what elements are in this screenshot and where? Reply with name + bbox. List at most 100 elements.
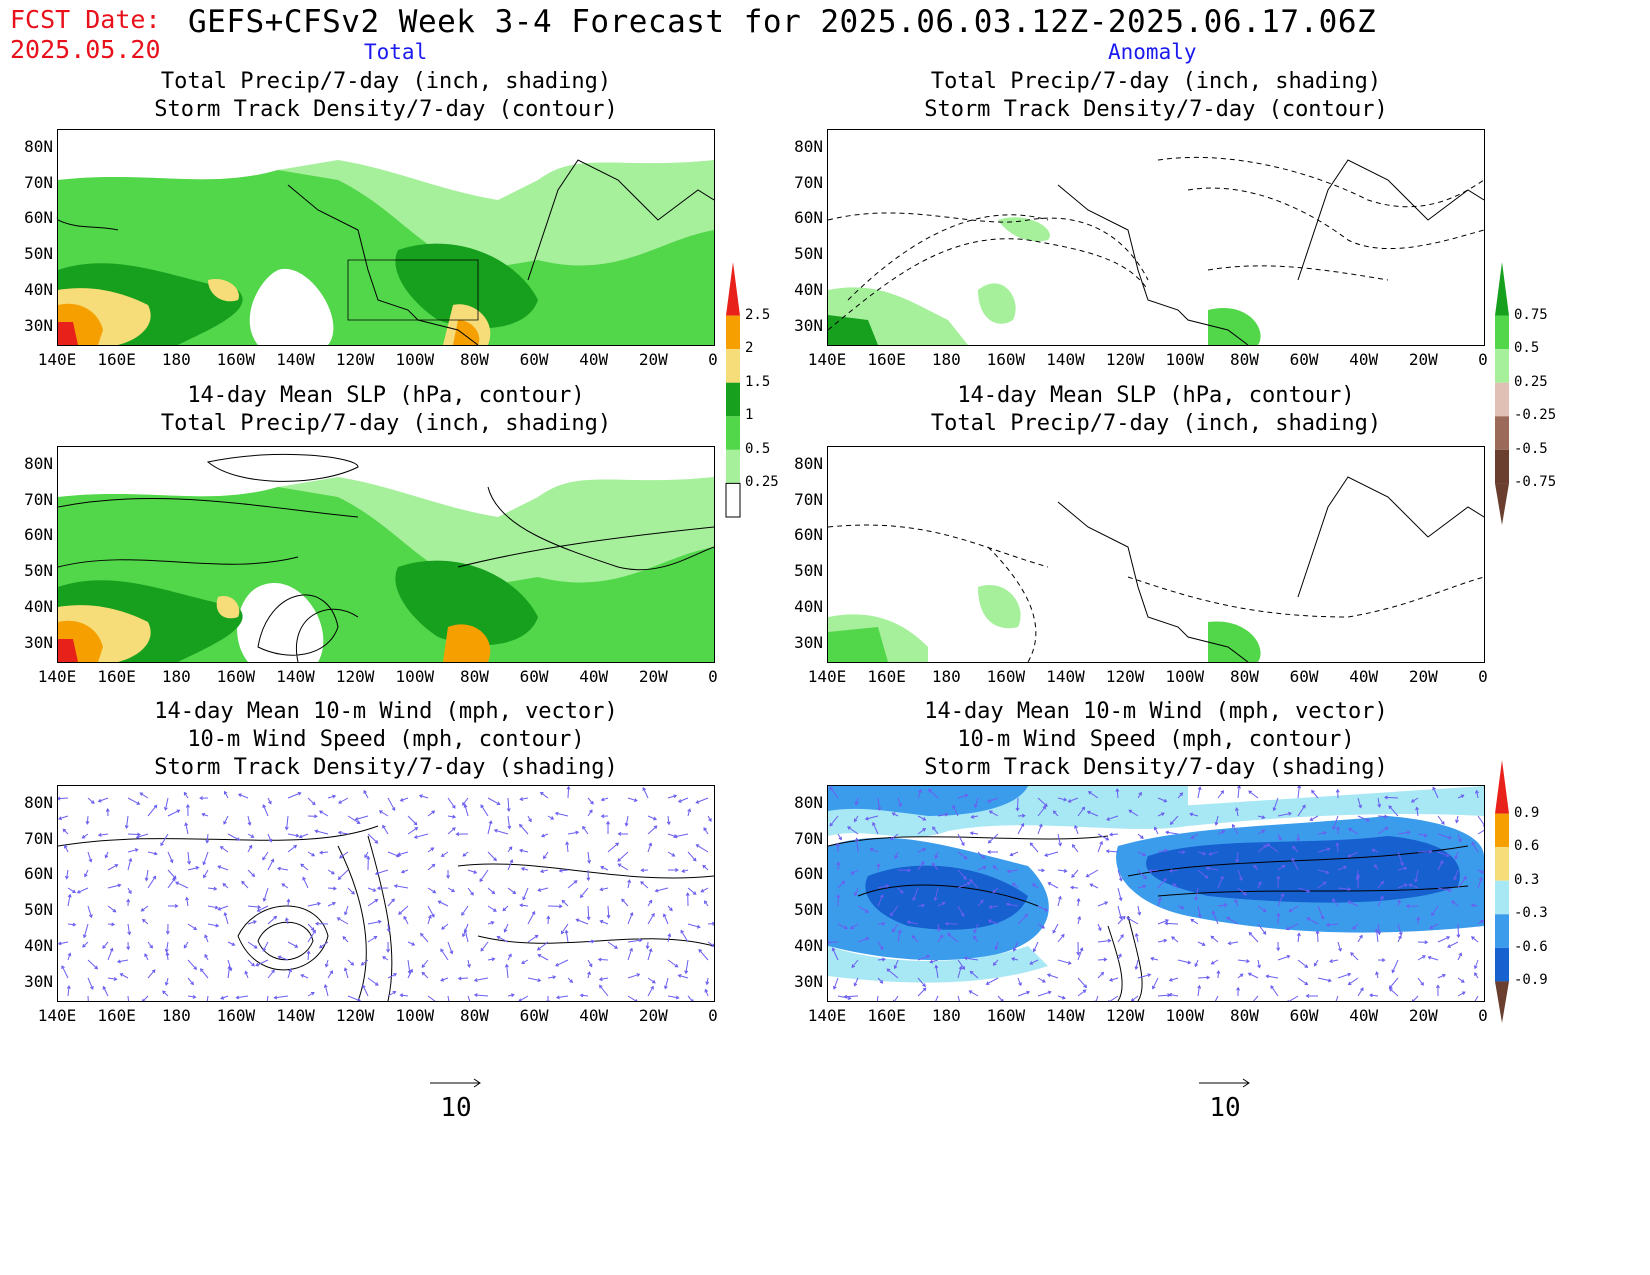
wind-vector xyxy=(480,804,489,817)
wind-vector xyxy=(1237,869,1243,881)
wind-vector xyxy=(102,941,109,949)
lon-tick-label: 120W xyxy=(1105,350,1145,369)
wind-vector xyxy=(537,954,549,961)
wind-vector xyxy=(84,869,89,878)
lon-tick-label: 80W xyxy=(460,1006,489,1025)
wind-vector xyxy=(684,959,689,975)
wind-vector xyxy=(934,851,939,859)
wind-vector xyxy=(1044,851,1059,857)
wind-vector xyxy=(440,977,449,982)
wind-vector xyxy=(447,995,450,1001)
wind-vector xyxy=(937,934,944,943)
wind-vector xyxy=(307,929,316,943)
wind-vector xyxy=(81,833,89,839)
wind-vector xyxy=(627,995,638,1001)
panel5-title-line3: Storm Track Density/7-day (shading) xyxy=(154,755,618,780)
wind-vector xyxy=(1117,953,1122,961)
wind-vector xyxy=(496,935,509,943)
wind-vector xyxy=(323,984,329,997)
lon-tick-label: 160W xyxy=(986,1006,1026,1025)
wind-vector xyxy=(1077,947,1084,961)
lon-tick-label: 180 xyxy=(161,1006,191,1025)
colorbar-precip-total xyxy=(725,262,741,524)
wind-vector xyxy=(446,869,451,879)
wind-vector xyxy=(1357,987,1364,997)
wind-vector xyxy=(255,959,269,967)
colorbar-graphic xyxy=(725,262,741,518)
wind-vector xyxy=(667,794,678,799)
wind-vector xyxy=(647,899,653,907)
wind-vector xyxy=(703,827,709,835)
wind-vector xyxy=(247,920,257,925)
wind-vector xyxy=(1108,995,1119,1001)
colorbar-tick-label: 0.75 xyxy=(1514,306,1548,323)
wind-vector xyxy=(1157,919,1170,925)
wind-vector xyxy=(1414,869,1419,883)
wind-vector xyxy=(1216,970,1221,979)
wind-vector xyxy=(1417,977,1424,986)
wind-vector xyxy=(579,993,589,998)
wind-vector xyxy=(1089,883,1099,889)
wind-vector xyxy=(1077,915,1082,925)
wind-vector xyxy=(507,887,517,895)
colorbar-tick-label: -0.6 xyxy=(1514,938,1548,955)
wind-vector xyxy=(1237,959,1250,964)
lon-tick-label: 80W xyxy=(460,667,489,686)
wind-vector xyxy=(877,941,884,951)
wind-vector xyxy=(1106,815,1119,821)
wind-vector xyxy=(1134,932,1139,943)
wind-vector xyxy=(1277,954,1291,961)
wind-vector xyxy=(1292,845,1299,853)
wind-vector xyxy=(707,815,712,822)
colorbar-swatch xyxy=(726,262,740,316)
colorbar-tick-label: 1.5 xyxy=(745,373,771,390)
wind-vector xyxy=(1357,797,1363,809)
wind-vector xyxy=(185,896,189,907)
wind-vector xyxy=(427,847,435,853)
wind-vector xyxy=(347,815,361,824)
wind-vector xyxy=(857,937,870,943)
wind-vector xyxy=(851,959,859,969)
wind-vector xyxy=(1217,790,1225,799)
wind-vector xyxy=(877,894,884,907)
map-panel-anomaly-precip-storm xyxy=(827,129,1485,346)
panel4-title: 14-day Mean SLP (hPa, contour) Total Pre… xyxy=(826,382,1486,438)
lat-tick-label: 50N xyxy=(24,900,53,920)
wind-vector xyxy=(307,851,316,857)
wind-vector xyxy=(917,828,927,835)
wind-vector xyxy=(969,831,979,836)
wind-vector xyxy=(1377,826,1389,835)
wind-vector xyxy=(1047,882,1059,889)
wind-vector xyxy=(695,844,709,853)
wind-vector xyxy=(1377,958,1386,963)
wind-vector xyxy=(1377,814,1389,819)
wind-vector xyxy=(1189,812,1199,817)
wind-vector xyxy=(662,913,669,925)
wind-vector xyxy=(1456,923,1461,939)
wind-vector xyxy=(985,977,999,985)
wind-vector xyxy=(1429,923,1439,930)
wind-vector xyxy=(1217,903,1228,908)
wind-vector xyxy=(163,797,169,811)
wind-vector xyxy=(1097,923,1102,932)
wind-vector xyxy=(586,905,591,921)
wind-vector xyxy=(1350,952,1359,961)
wind-vector xyxy=(165,951,170,961)
lat-tick-label: 70N xyxy=(24,172,53,192)
wind-vector xyxy=(642,786,649,799)
wind-vector xyxy=(141,918,149,925)
wind-vector xyxy=(917,815,927,821)
wind-vector xyxy=(927,788,939,799)
wind-vector xyxy=(876,863,881,871)
wind-vector xyxy=(617,851,629,862)
wind-vector xyxy=(587,851,592,864)
wind-vector xyxy=(1377,923,1382,936)
wind-vector xyxy=(1214,995,1219,1001)
wind-vector xyxy=(427,863,436,871)
wind-vector xyxy=(462,851,469,857)
wind-vector xyxy=(1437,833,1452,840)
panel1-title: Total Precip/7-day (inch, shading) Storm… xyxy=(56,68,716,124)
lon-tick-label: 100W xyxy=(1165,1006,1205,1025)
wind-vector xyxy=(1235,851,1240,863)
wind-vector xyxy=(1417,955,1426,961)
